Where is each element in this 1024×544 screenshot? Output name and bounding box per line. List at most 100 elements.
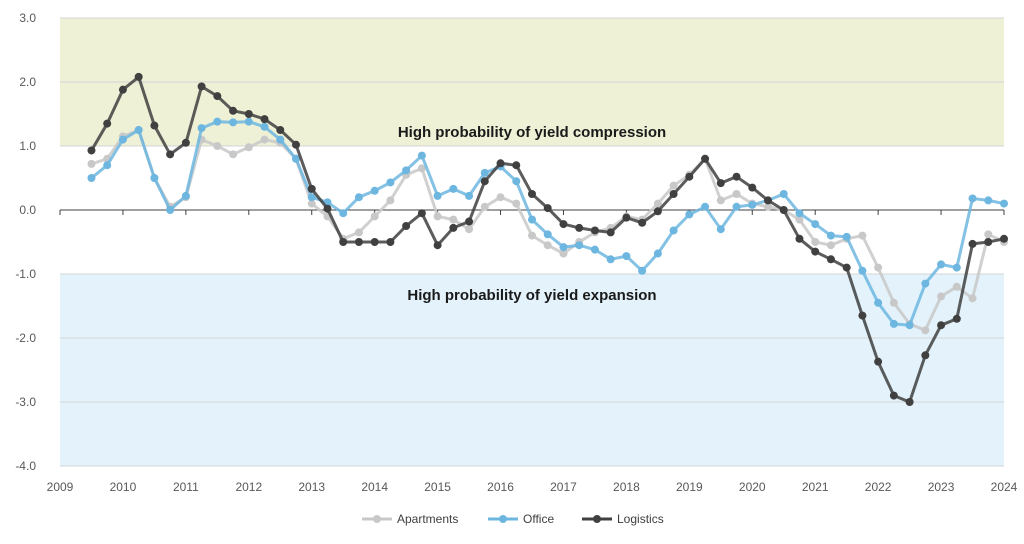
data-point-apartments — [87, 159, 96, 168]
data-point-office — [669, 226, 678, 235]
legend-swatch-marker — [499, 515, 507, 523]
data-point-logistics — [748, 183, 757, 192]
x-tick-label: 2014 — [361, 480, 388, 494]
data-point-logistics — [716, 179, 725, 188]
data-point-office — [952, 263, 961, 272]
band-1 — [60, 274, 1004, 466]
x-tick-label: 2020 — [739, 480, 766, 494]
data-point-office — [921, 279, 930, 288]
data-point-logistics — [858, 311, 867, 320]
data-point-apartments — [952, 282, 961, 291]
data-point-logistics — [732, 172, 741, 181]
data-point-logistics — [449, 223, 458, 232]
x-tick-label: 2011 — [173, 480, 199, 494]
data-point-office — [622, 252, 631, 261]
data-point-office — [244, 117, 253, 126]
data-point-office — [638, 266, 647, 275]
data-point-office — [213, 117, 222, 126]
data-point-logistics — [937, 321, 946, 330]
y-tick-label: -4.0 — [15, 459, 36, 473]
data-point-office — [590, 245, 599, 254]
data-point-logistics — [260, 115, 269, 124]
data-point-logistics — [685, 172, 694, 181]
data-point-logistics — [465, 217, 474, 226]
y-tick-label: -1.0 — [15, 267, 36, 281]
data-point-office — [449, 184, 458, 193]
data-point-office — [937, 260, 946, 269]
data-point-logistics — [559, 220, 568, 229]
data-point-apartments — [559, 249, 568, 258]
data-point-office — [512, 177, 521, 186]
data-point-logistics — [87, 146, 96, 155]
data-point-logistics — [811, 247, 820, 256]
data-point-apartments — [433, 212, 442, 221]
data-point-office — [1000, 199, 1008, 208]
data-point-apartments — [543, 241, 552, 250]
data-point-logistics — [150, 121, 159, 130]
y-tick-label: 1.0 — [19, 139, 36, 153]
data-point-logistics — [575, 223, 584, 232]
data-point-apartments — [874, 263, 883, 272]
legend: Apartments Office Logistics — [362, 512, 664, 526]
legend-swatch-marker — [373, 515, 381, 523]
data-point-office — [103, 161, 112, 170]
data-point-logistics — [118, 85, 127, 94]
data-point-logistics — [292, 140, 300, 149]
data-point-office — [260, 122, 269, 131]
data-point-apartments — [795, 215, 804, 224]
legend-label: Apartments — [397, 512, 458, 526]
data-point-office — [307, 193, 316, 202]
data-point-logistics — [213, 92, 222, 101]
data-point-apartments — [307, 199, 316, 208]
data-point-office — [905, 321, 914, 330]
data-point-office — [433, 191, 442, 200]
data-point-logistics — [528, 190, 536, 198]
data-point-office — [402, 166, 411, 175]
data-point-logistics — [952, 314, 961, 323]
x-tick-label: 2015 — [424, 480, 451, 494]
data-point-apartments — [480, 202, 489, 211]
data-point-office — [826, 231, 835, 240]
data-point-logistics — [968, 239, 977, 248]
x-tick-label: 2013 — [298, 480, 325, 494]
data-point-office — [874, 298, 883, 307]
x-tick-label: 2009 — [47, 480, 74, 494]
data-point-logistics — [370, 238, 379, 246]
x-tick-label: 2022 — [865, 480, 892, 494]
axes: 3.0 2.0 1.0 0.0 -1.0 -2.0 -3.0 -4.0 2009 2010 2011… — [15, 11, 1017, 494]
data-point-office — [276, 135, 285, 144]
legend-label: Logistics — [617, 512, 664, 526]
data-point-apartments — [260, 135, 269, 144]
x-tick-label: 2021 — [802, 480, 829, 494]
x-tick-label: 2024 — [991, 480, 1018, 494]
data-point-logistics — [402, 222, 411, 230]
data-point-logistics — [339, 238, 348, 246]
data-point-office — [653, 249, 662, 258]
data-point-office — [354, 193, 363, 202]
data-point-logistics — [386, 238, 395, 246]
band-label-1: High probability of yield expansion — [407, 287, 656, 304]
data-point-apartments — [889, 298, 898, 307]
data-point-apartments — [244, 143, 253, 152]
x-tick-label: 2010 — [110, 480, 137, 494]
y-tick-label: 3.0 — [19, 11, 36, 25]
x-tick-label: 2012 — [235, 480, 262, 494]
series-logistics — [87, 72, 1008, 406]
data-point-logistics — [921, 351, 930, 360]
data-point-logistics — [276, 126, 285, 134]
x-tick-label: 2018 — [613, 480, 640, 494]
legend-swatch-marker — [593, 515, 601, 523]
data-point-office — [543, 230, 552, 239]
data-point-logistics — [103, 119, 112, 128]
data-point-logistics — [779, 206, 788, 214]
data-point-office — [370, 186, 379, 195]
data-point-logistics — [653, 207, 662, 216]
data-point-office — [795, 209, 804, 218]
data-point-apartments — [984, 230, 993, 239]
x-tick-label: 2019 — [676, 480, 703, 494]
data-point-office — [716, 225, 725, 234]
data-point-logistics — [622, 213, 631, 222]
data-point-logistics — [307, 184, 316, 193]
data-point-apartments — [213, 142, 222, 150]
